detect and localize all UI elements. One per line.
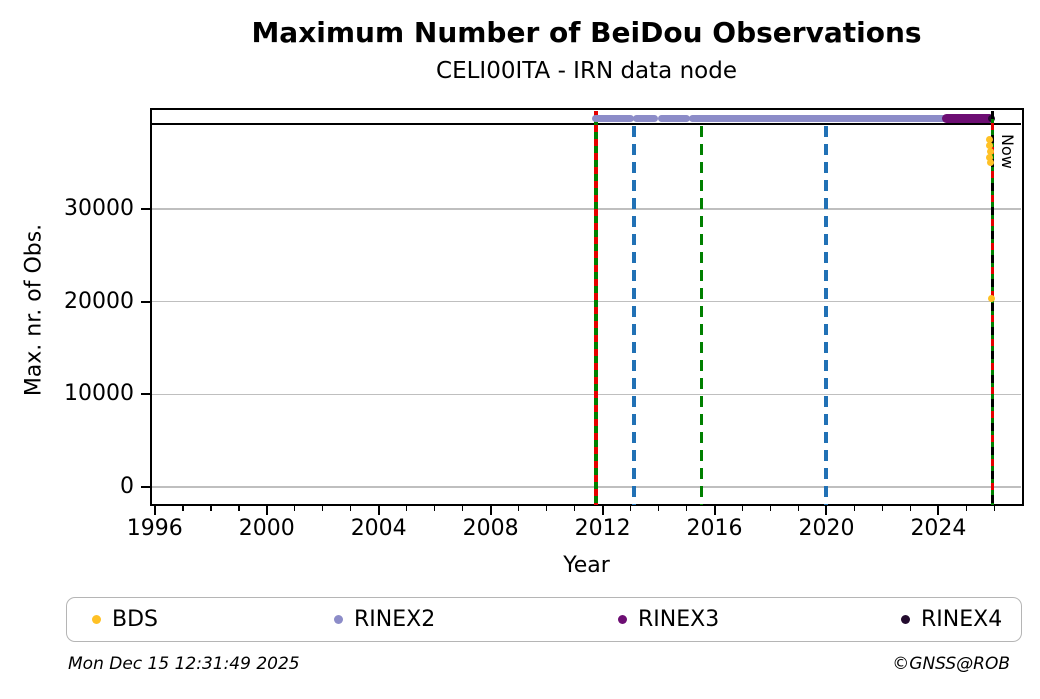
y-tick [141,393,150,396]
x-tick-minor [238,505,240,511]
bds-point [988,294,996,302]
x-tick-label: 2024 [910,516,967,541]
legend-box: BDS RINEX2 RINEX3 RINEX4 [66,597,1022,642]
bds-point [985,135,993,143]
legend-item-rinex4: RINEX4 [901,598,1002,641]
event-line-4 [824,126,828,505]
y-gridline [152,300,1021,303]
x-tick-minor [293,505,296,511]
x-tick-label: 2020 [798,516,855,541]
x-tick-major [377,505,380,515]
x-tick-label: 2004 [350,516,407,541]
y-tick-label: 0 [120,474,134,500]
plot-timestamp: Mon Dec 15 12:31:49 2025 [68,654,300,674]
x-tick-minor [517,505,520,511]
x-tick-minor [993,505,996,511]
y-tick [141,207,150,210]
rinex2-band [658,114,690,122]
x-tick-minor [545,505,548,511]
x-tick-minor [321,505,324,511]
bds-point [985,153,993,161]
bds-point [985,142,993,150]
legend-label: RINEX3 [638,607,720,632]
y-gridline [152,486,1021,488]
x-tick-minor [853,505,856,511]
chart-subtitle: CELI00ITA - IRN data node [436,58,737,84]
legend-label: RINEX2 [354,607,436,632]
x-tick-minor [405,505,408,511]
x-tick-label: 2012 [574,516,631,541]
x-tick-major [713,505,716,515]
x-tick-minor [657,505,660,511]
x-tick-minor [210,505,212,511]
x-tick-label: 2016 [686,516,743,541]
x-tick-minor [881,505,884,511]
bds-point [986,159,994,167]
legend-marker-rinex2 [334,615,343,624]
x-tick-major [153,505,156,515]
plot-area-border [149,107,1024,506]
y-tick [141,486,150,489]
x-tick-minor [182,505,184,511]
x-tick-minor [629,505,632,511]
x-tick-minor [461,505,464,511]
x-tick-label: 1996 [126,516,183,541]
x-tick-major [601,505,604,515]
x-tick-minor [909,505,912,511]
legend-label: BDS [112,607,158,632]
legend-marker-bds [92,615,101,624]
y-gridline [152,393,1021,396]
now-line [990,111,995,505]
x-tick-minor [797,505,800,511]
rinex3-band [942,113,995,123]
bds-point [986,147,994,155]
x-tick-label: 2000 [238,516,295,541]
x-tick-major [937,505,940,515]
rinex2-band [689,114,993,122]
y-tick-label: 20000 [64,288,134,314]
x-tick-label: 2008 [462,516,519,541]
x-tick-major [265,505,268,515]
x-tick-minor [685,505,688,511]
event-line-3 [699,126,704,505]
y-gridline [152,208,1021,210]
event-line-1 [594,111,598,505]
legend-marker-rinex3 [618,615,627,624]
x-tick-minor [433,505,436,511]
rinex2-band [591,114,634,122]
x-tick-minor [769,505,772,511]
credit-text: ©GNSS@ROB [892,654,1010,674]
rinex2-band [632,114,659,122]
event-line-2 [632,126,636,505]
y-tick [141,300,150,303]
legend-item-rinex2: RINEX2 [334,598,435,641]
legend-item-bds: BDS [92,598,158,641]
max-obs-line [152,122,1021,126]
chart-title: Maximum Number of BeiDou Observations [251,16,922,49]
x-axis-label: Year [563,553,610,578]
x-tick-minor [741,505,744,511]
x-tick-minor [349,505,352,511]
y-tick-label: 30000 [64,195,134,221]
now-label: Now [998,134,1017,169]
legend-marker-rinex4 [901,615,910,624]
x-tick-major [489,505,492,515]
x-tick-major [825,505,828,515]
x-tick-minor [965,505,968,511]
x-tick-minor [573,505,576,511]
legend-label: RINEX4 [921,607,1003,632]
y-tick-label: 10000 [64,381,134,407]
legend-item-rinex3: RINEX3 [618,598,719,641]
